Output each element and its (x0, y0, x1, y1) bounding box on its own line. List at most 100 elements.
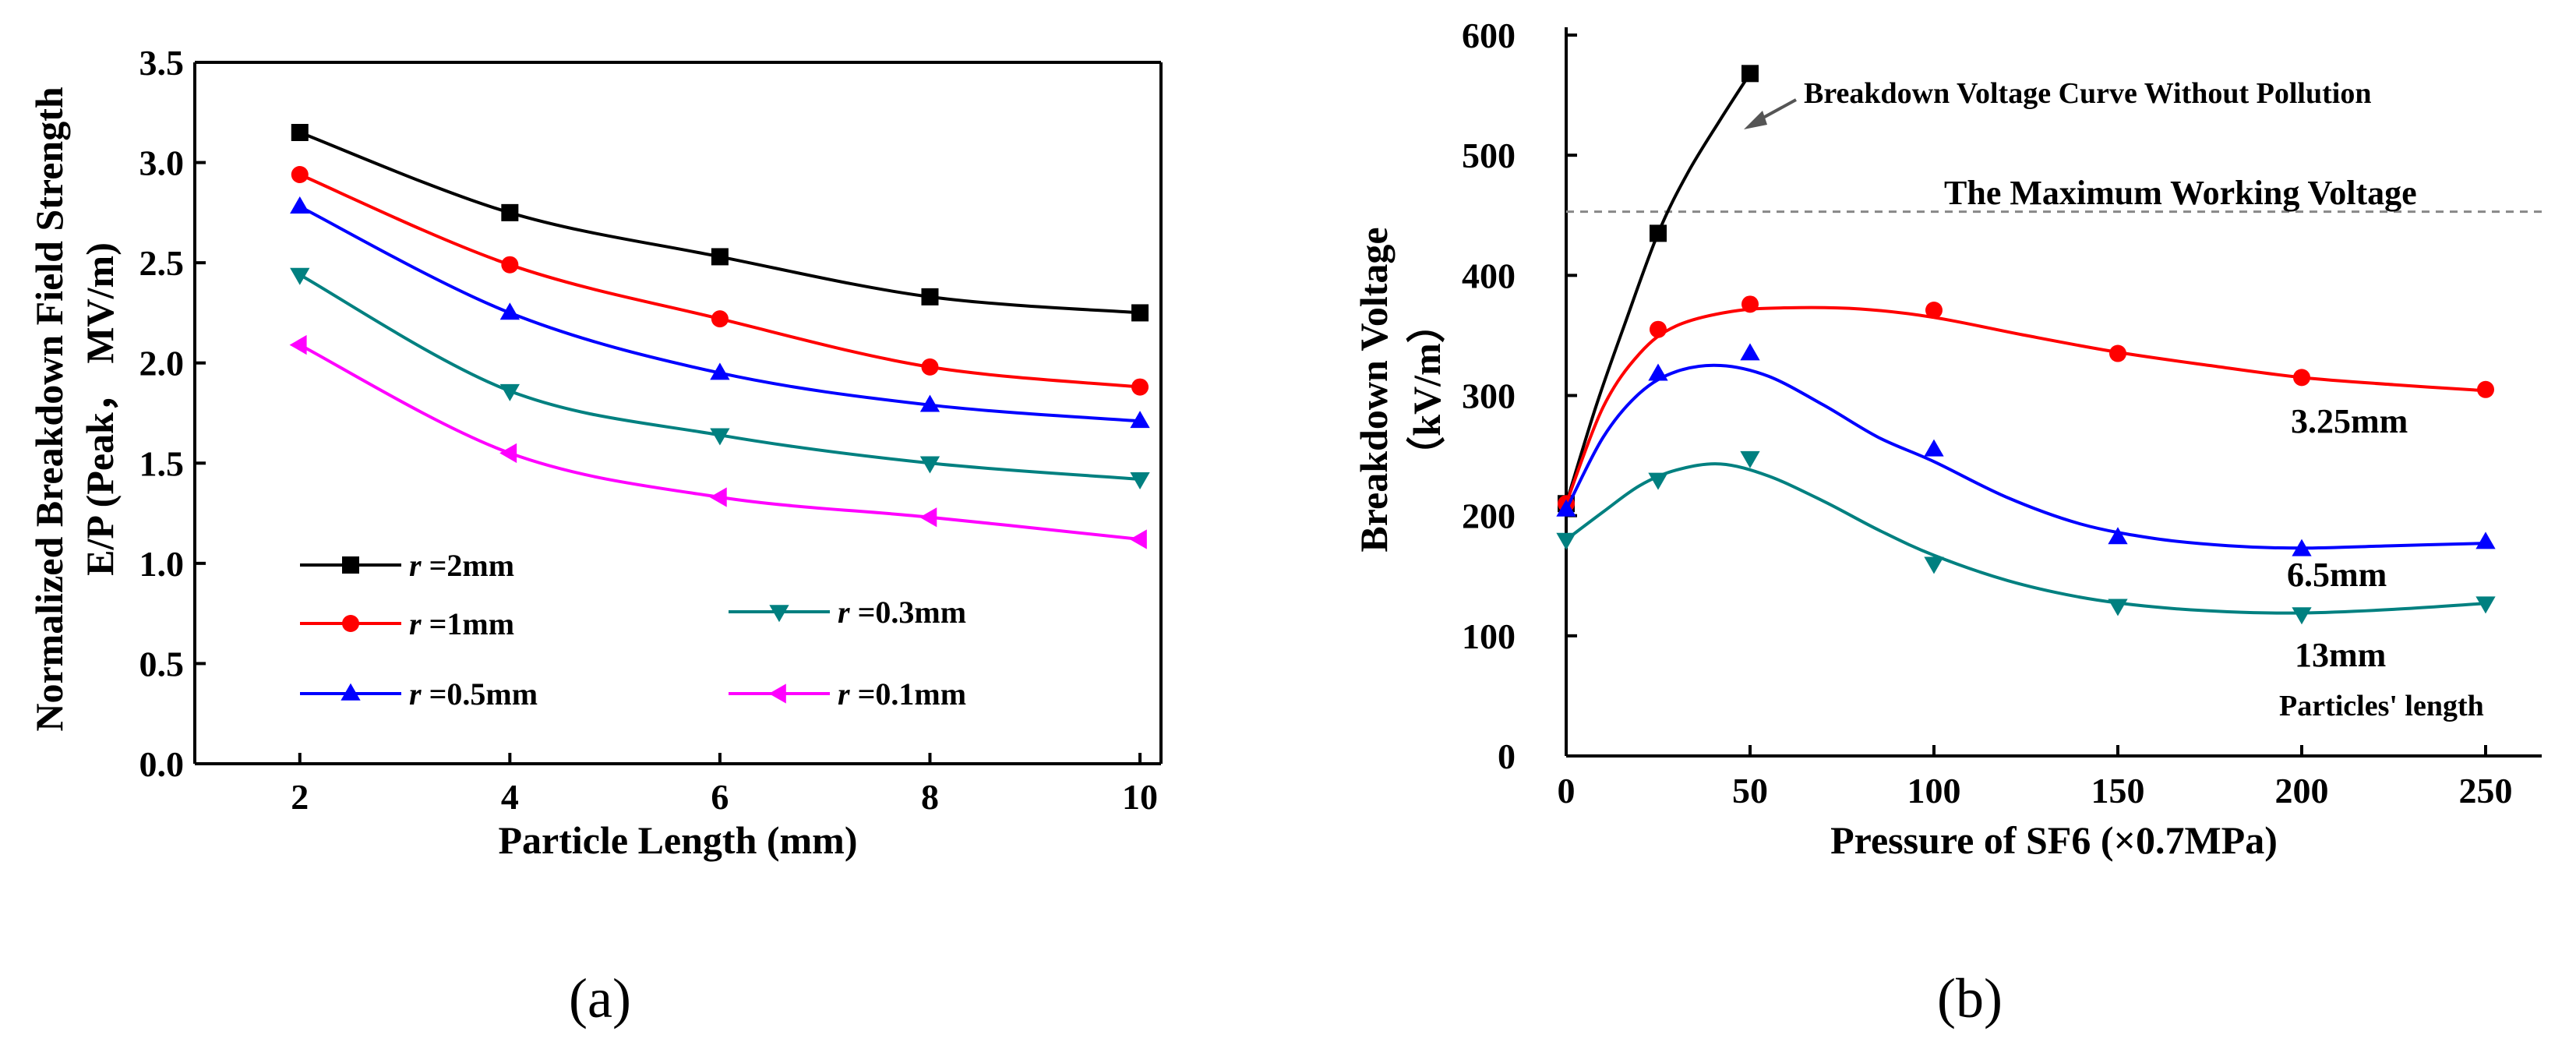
panel-a-data-point (921, 358, 939, 376)
panel-a-x-tick-label: 2 (291, 777, 309, 817)
panel-a-data-point (499, 443, 517, 464)
panel-b-y-tick-label: 200 (1462, 496, 1516, 536)
panel-a-data-point (709, 487, 727, 507)
panel-b-series-line (1565, 462, 2486, 615)
panel-a-y-tick-label: 3.5 (139, 43, 185, 83)
label-3-25mm: 3.25mm (2291, 402, 2408, 440)
panel-a-data-point (501, 256, 519, 274)
panel-a-series-3 (290, 267, 1150, 490)
panel-b-y-tick-label: 0 (1498, 736, 1516, 776)
panel-a-data-point (1130, 472, 1150, 490)
panel-a-series-1 (291, 166, 1149, 396)
panel-a-legend-item: r =0.3mm (729, 595, 966, 630)
no-pollution-label: Breakdown Voltage Curve Without Pollutio… (1804, 77, 2371, 110)
panel-a-legend-item: r =0.5mm (300, 676, 538, 712)
panel-a-series-line (299, 131, 1141, 315)
panel-b-data-point (2109, 344, 2126, 362)
panel-a-data-point (289, 334, 307, 355)
panel-b-data-point (1556, 532, 1576, 550)
panel-b-series-line (1565, 72, 1752, 504)
label-6-5mm: 6.5mm (2287, 556, 2387, 594)
panel-b-series-line (1565, 363, 2486, 550)
panel-b-y-ticks: 0 100 200 300 400 500 600 (1462, 16, 1577, 776)
legend-label: r =2mm (409, 548, 514, 583)
panel-b-series-3 (1556, 450, 2496, 625)
panel-a-data-point (919, 394, 940, 412)
panel-b-y-tick-label: 100 (1462, 616, 1516, 656)
panel-a-x-tick-label: 8 (921, 777, 939, 817)
panel-b-x-tick-label: 200 (2275, 771, 2329, 811)
legend-label: r =0.5mm (409, 676, 538, 712)
panel-b-y-tick-label: 500 (1462, 136, 1516, 175)
label-13mm: 13mm (2295, 636, 2386, 674)
panel-b-series (1556, 65, 2496, 625)
panel-b-data-point (1556, 499, 1576, 517)
panel-a-data-point (919, 507, 937, 528)
panel-b-y-axis-title-line1: Breakdown Voltage (1352, 227, 1396, 552)
panel-b-data-point (2293, 369, 2310, 387)
panel-a-data-point (710, 428, 730, 446)
panel-a-y-tick-label: 1.5 (139, 443, 185, 483)
panel-b-x-ticks: 0 50 100 150 200 250 (1558, 745, 2513, 811)
panel-b-x-tick-label: 0 (1558, 771, 1576, 811)
panel-b-data-point (2292, 607, 2312, 625)
legend-label: r =0.1mm (838, 676, 966, 712)
panel-b-data-point (2108, 527, 2128, 545)
panel-b-x-tick-label: 250 (2459, 771, 2513, 811)
particles-length-label: Particles' length (2279, 690, 2484, 722)
panel-a-data-point (1131, 304, 1149, 322)
panel-b-data-point (1650, 224, 1667, 242)
panel-b-data-point (2108, 599, 2128, 616)
panel-a-y-tick-label: 2.5 (139, 243, 185, 283)
panel-b-y-tick-label: 400 (1462, 256, 1516, 295)
panel-a-data-point (291, 166, 309, 183)
panel-a-y-tick-label: 2.0 (139, 344, 185, 383)
panel-a-data-point (710, 362, 730, 380)
panel-a-chart: 0.00.51.01.52.02.53.03.5 2 4 6 8 10 r =2mmr … (27, 43, 1163, 1030)
panel-b-y-tick-label: 300 (1462, 376, 1516, 416)
panel-a-label: (a) (569, 967, 631, 1030)
panel-a-data-point (290, 267, 310, 285)
panel-a-data-point (499, 383, 520, 401)
panel-a-series-2 (290, 196, 1150, 429)
panel-a-x-ticks: 2 4 6 8 10 (291, 753, 1158, 817)
panel-b-data-point (2292, 539, 2312, 556)
panel-a-y-tick-label: 3.0 (139, 143, 185, 183)
legend-marker (341, 683, 361, 701)
panel-b-data-point (1925, 302, 1943, 320)
panel-a-y-ticks: 0.0 0.5 1.0 1.5 2.0 2.5 3.0 3.5 (139, 43, 206, 784)
panel-b-data-point (1740, 343, 1760, 361)
panel-a-series-line (299, 173, 1141, 389)
panel-a-data-point (711, 310, 729, 328)
no-pollution-arrowhead (1744, 111, 1767, 129)
panel-a-series-4 (289, 334, 1147, 549)
panel-b-data-point (2477, 380, 2494, 398)
panel-b-series-2 (1556, 343, 2496, 556)
panel-b-x-tick-label: 150 (2091, 771, 2145, 811)
panel-b-data-point (2475, 532, 2496, 549)
panel-a-data-point (1129, 529, 1147, 549)
panel-b-label: (b) (1937, 967, 2003, 1030)
panel-b-chart: 0 100 200 300 400 500 600 0 50 100 150 200 250 The … (1352, 16, 2542, 1030)
panel-a-data-point (1131, 378, 1149, 396)
legend-marker (342, 556, 359, 574)
panel-a-y-axis-title-line1: Normalized Breakdown Field Strength (27, 87, 71, 732)
panel-b-data-point (1924, 556, 1944, 574)
panel-b-x-tick-label: 50 (1732, 771, 1768, 811)
panel-a-data-point (499, 302, 520, 320)
panel-a-data-point (711, 248, 729, 266)
legend-marker (768, 683, 786, 704)
panel-a-y-tick-label: 0.0 (139, 744, 185, 784)
panel-a-data-point (290, 196, 310, 214)
panel-a-x-tick-label: 4 (501, 777, 519, 817)
panel-a-data-point (501, 203, 519, 221)
legend-marker (769, 605, 789, 623)
panel-a-x-axis-title: Particle Length (mm) (499, 818, 858, 862)
panel-b-data-point (1648, 363, 1668, 381)
panel-b-data-point (1650, 320, 1667, 338)
panel-a-legend-item: r =0.1mm (729, 676, 966, 712)
max-working-voltage-label: The Maximum Working Voltage (1944, 174, 2417, 212)
panel-a-legend-item: r =1mm (300, 606, 514, 641)
panel-b-data-point (2475, 596, 2496, 614)
